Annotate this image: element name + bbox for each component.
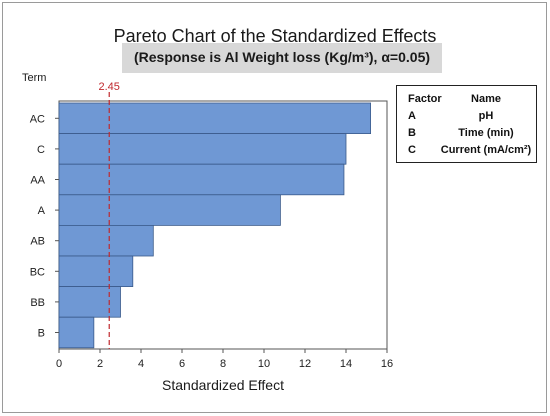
legend-header-row: Factor Name bbox=[397, 93, 538, 109]
y-tick-label: B bbox=[38, 328, 45, 340]
legend-header-factor: Factor bbox=[408, 93, 442, 105]
legend-factor-key: C bbox=[408, 144, 416, 156]
y-tick-label: AB bbox=[30, 236, 45, 248]
chart-subtitle: (Response is Al Weight loss (Kg/m³), α=0… bbox=[133, 49, 431, 65]
bar bbox=[58, 286, 121, 318]
legend-factor-key: B bbox=[408, 127, 416, 139]
x-tick-label: 10 bbox=[258, 358, 270, 370]
x-tick-label: 16 bbox=[381, 358, 393, 370]
x-tick-label: 6 bbox=[179, 358, 185, 370]
legend-header-name: Name bbox=[471, 93, 501, 105]
legend-row: C Current (mA/cm²) bbox=[397, 144, 538, 160]
x-tick-label: 4 bbox=[138, 358, 144, 370]
legend-factor-name: pH bbox=[478, 110, 494, 122]
x-tick-label: 8 bbox=[220, 358, 226, 370]
y-tick-label: BB bbox=[30, 297, 45, 309]
y-tick-label: A bbox=[38, 205, 46, 217]
x-axis-label: Standardized Effect bbox=[162, 377, 284, 393]
legend-factor-key: A bbox=[408, 110, 416, 122]
y-tick-label: BC bbox=[30, 266, 45, 278]
y-axis-label: Term bbox=[22, 72, 46, 84]
y-tick-label: C bbox=[37, 144, 45, 156]
legend-factor-name: Current (mA/cm²) bbox=[440, 144, 532, 156]
bar bbox=[58, 316, 95, 349]
factor-legend: Factor Name A pH B Time (min) C Current … bbox=[396, 85, 537, 163]
legend-row: A pH bbox=[397, 110, 538, 126]
legend-row: B Time (min) bbox=[397, 127, 538, 143]
x-tick-label: 2 bbox=[97, 358, 103, 370]
x-tick-label: 0 bbox=[56, 358, 62, 370]
y-tick-label: AA bbox=[30, 175, 45, 187]
bar bbox=[58, 102, 372, 135]
bar bbox=[58, 255, 134, 288]
chart-title: Pareto Chart of the Standardized Effects bbox=[113, 26, 437, 46]
x-tick-label: 12 bbox=[299, 358, 311, 370]
reference-line-label: 2.45 bbox=[99, 81, 120, 93]
legend-factor-name: Time (min) bbox=[458, 127, 514, 139]
x-tick-label: 14 bbox=[340, 358, 352, 370]
subtitle-background bbox=[122, 43, 442, 73]
bar bbox=[58, 194, 281, 226]
bar bbox=[58, 163, 345, 196]
bar bbox=[58, 224, 154, 257]
bar bbox=[58, 133, 347, 165]
y-tick-label: AC bbox=[30, 113, 45, 125]
